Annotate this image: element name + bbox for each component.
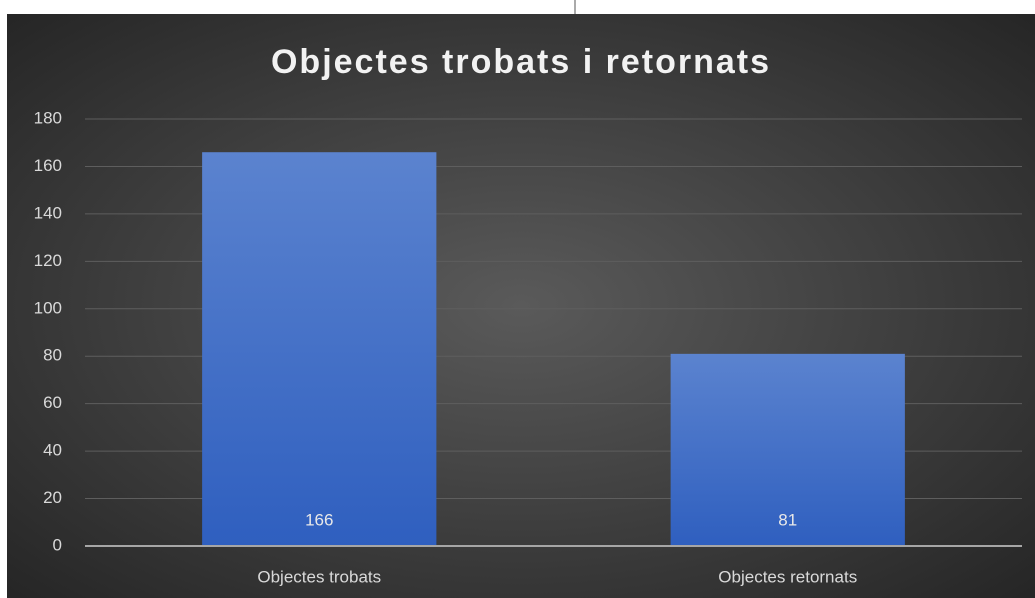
y-tick-label: 0 — [53, 535, 62, 554]
y-tick-label: 140 — [34, 203, 62, 222]
x-tick-label: Objectes retornats — [718, 567, 857, 586]
bar — [202, 152, 437, 546]
x-tick-label: Objectes trobats — [257, 567, 381, 586]
data-label: 166 — [305, 510, 333, 529]
y-tick-label: 100 — [34, 298, 62, 317]
y-tick-label: 160 — [34, 156, 62, 175]
bar — [670, 353, 905, 546]
y-tick-label: 20 — [43, 488, 62, 507]
y-tick-label: 80 — [43, 346, 62, 365]
y-tick-label: 180 — [34, 108, 62, 127]
y-tick-label: 120 — [34, 251, 62, 270]
y-tick-label: 60 — [43, 393, 62, 412]
y-tick-label: 40 — [43, 441, 62, 460]
chart-title: Objectes trobats i retornats — [271, 43, 771, 81]
data-label: 81 — [778, 510, 797, 529]
